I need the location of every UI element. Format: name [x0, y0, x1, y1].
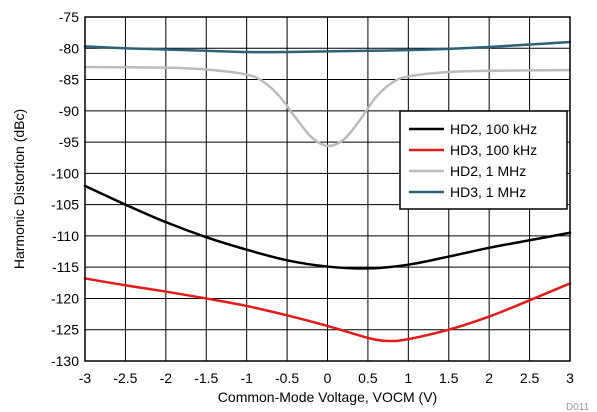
x-tick-label: -2.5 [113, 370, 137, 386]
series-line-2 [83, 65, 572, 148]
y-tick-label: -125 [51, 322, 79, 338]
x-axis-label: Common-Mode Voltage, VOCM (V) [218, 389, 437, 405]
y-tick-label: -75 [59, 9, 79, 25]
figure-id: D011 [566, 402, 590, 412]
x-tick-label: 2 [485, 370, 493, 386]
legend-entry: HD2, 1 MHz [450, 163, 526, 179]
legend-entry: HD2, 100 kHz [450, 121, 537, 137]
x-tick-label: -0.5 [275, 370, 299, 386]
x-tick-label: 0.5 [358, 370, 378, 386]
y-tick-label: -105 [51, 197, 79, 213]
y-tick-label: -120 [51, 290, 79, 306]
y-axis-label: Harmonic Distortion (dBc) [11, 109, 27, 269]
x-tick-label: -3 [79, 370, 92, 386]
y-tick-label: -95 [59, 134, 79, 150]
series-lines [83, 40, 572, 343]
x-tick-label: 3 [566, 370, 574, 386]
y-tick-label: -90 [59, 103, 79, 119]
y-tick-label: -110 [52, 228, 79, 244]
y-tick-label: -130 [51, 353, 79, 369]
x-tick-labels: -3 -2.5 -2 -1.5 -1 -0.5 0 0.5 1 1.5 2 2.5 3 [79, 370, 574, 386]
plot-frame [84, 16, 571, 362]
y-tick-label: -85 [59, 72, 79, 88]
x-tick-label: 2.5 [520, 370, 540, 386]
series-line-1 [83, 277, 572, 343]
x-tick-label: -2 [160, 370, 173, 386]
x-tick-label: 1.5 [439, 370, 459, 386]
x-tick-label: -1 [240, 370, 253, 386]
series-line-0 [83, 184, 572, 270]
y-tick-label: -115 [52, 259, 79, 275]
y-tick-label: -80 [59, 40, 79, 56]
x-tick-label: 1 [404, 370, 412, 386]
y-tick-label: -100 [51, 165, 79, 181]
legend-entry: HD3, 1 MHz [450, 184, 526, 200]
legend: HD2, 100 kHz HD3, 100 kHz HD2, 1 MHz HD3, 1… [399, 110, 568, 210]
x-tick-label: 0 [324, 370, 332, 386]
series-line-3 [83, 40, 572, 54]
y-tick-labels: -75 -80 -85 -90 -95 -100 -105 -110 -115 -120 -125 -… [51, 9, 79, 369]
legend-entry: HD3, 100 kHz [450, 142, 537, 158]
x-tick-label: -1.5 [194, 370, 218, 386]
